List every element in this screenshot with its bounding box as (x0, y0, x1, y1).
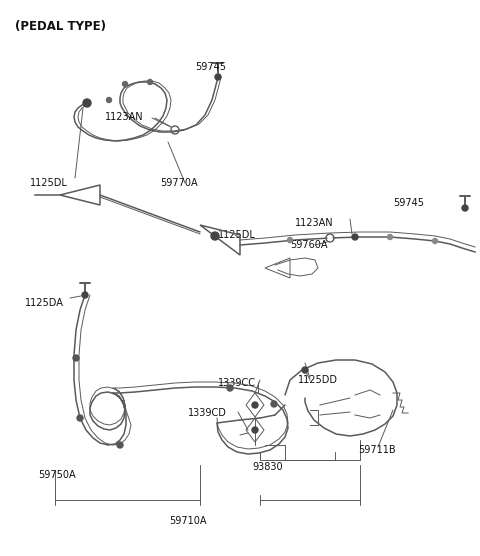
Circle shape (352, 234, 358, 240)
Circle shape (117, 442, 123, 448)
Text: 1339CC: 1339CC (218, 378, 256, 388)
Text: 1125DL: 1125DL (218, 230, 256, 240)
Circle shape (83, 99, 91, 107)
Text: 59750A: 59750A (38, 470, 76, 480)
Circle shape (82, 292, 88, 298)
Text: 93830: 93830 (252, 462, 283, 472)
Circle shape (227, 385, 233, 391)
Text: 59770A: 59770A (160, 178, 198, 188)
Circle shape (387, 235, 393, 240)
Text: (PEDAL TYPE): (PEDAL TYPE) (15, 20, 106, 33)
Circle shape (107, 97, 111, 102)
Circle shape (77, 415, 83, 421)
Circle shape (271, 401, 277, 407)
Circle shape (302, 367, 308, 373)
Text: 59711B: 59711B (358, 445, 396, 455)
Text: 59745: 59745 (195, 62, 226, 72)
Circle shape (462, 205, 468, 211)
Circle shape (147, 80, 153, 85)
Circle shape (73, 355, 79, 361)
Circle shape (288, 237, 292, 242)
Text: 59710A: 59710A (169, 516, 207, 526)
Text: 59760A: 59760A (290, 240, 327, 250)
Text: 1339CD: 1339CD (188, 408, 227, 418)
Text: 1125DL: 1125DL (30, 178, 68, 188)
Circle shape (432, 239, 437, 244)
Text: 1123AN: 1123AN (105, 112, 144, 122)
Circle shape (328, 236, 332, 240)
Text: 1123AN: 1123AN (295, 218, 334, 228)
Circle shape (211, 232, 219, 240)
Circle shape (252, 402, 258, 408)
Circle shape (122, 82, 128, 87)
Text: 59745: 59745 (393, 198, 424, 208)
Circle shape (252, 427, 258, 433)
Text: 1125DA: 1125DA (25, 298, 64, 308)
Circle shape (215, 74, 221, 80)
Text: 1125DD: 1125DD (298, 375, 338, 385)
